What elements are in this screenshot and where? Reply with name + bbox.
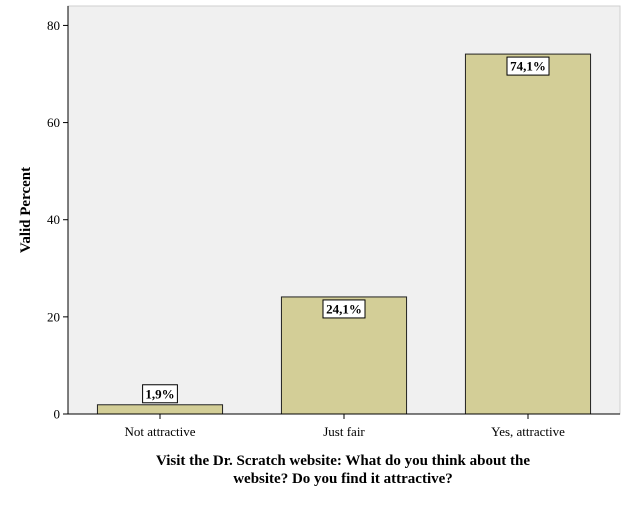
data-label: 24,1% bbox=[326, 301, 362, 316]
data-label-box bbox=[506, 56, 550, 76]
y-tick-label: 0 bbox=[54, 407, 61, 422]
bar bbox=[96, 404, 224, 415]
x-axis: Not attractive Just fair Yes, attractive bbox=[68, 413, 620, 439]
y-axis: 0 20 40 60 80 bbox=[47, 6, 69, 422]
x-axis-title-line-1: Visit the Dr. Scratch website: What do y… bbox=[156, 453, 530, 469]
x-category-label: Yes, attractive bbox=[491, 424, 565, 439]
data-label-box bbox=[322, 299, 366, 319]
bar-series: 1,9% 24,1% 74,1% bbox=[96, 53, 592, 415]
y-tick-label: 60 bbox=[47, 115, 60, 130]
y-tick-label: 20 bbox=[47, 309, 60, 324]
bar bbox=[464, 53, 592, 415]
x-category-label: Not attractive bbox=[124, 424, 195, 439]
x-axis-title-line-2: website? Do you find it attractive? bbox=[233, 471, 453, 487]
y-tick-label: 40 bbox=[47, 212, 60, 227]
data-label-box bbox=[142, 384, 178, 404]
data-label: 74,1% bbox=[510, 59, 546, 74]
x-category-label: Just fair bbox=[323, 424, 365, 439]
data-label: 1,9% bbox=[145, 386, 174, 401]
y-tick-label: 80 bbox=[47, 18, 60, 33]
y-axis-title: Valid Percent bbox=[18, 167, 34, 253]
